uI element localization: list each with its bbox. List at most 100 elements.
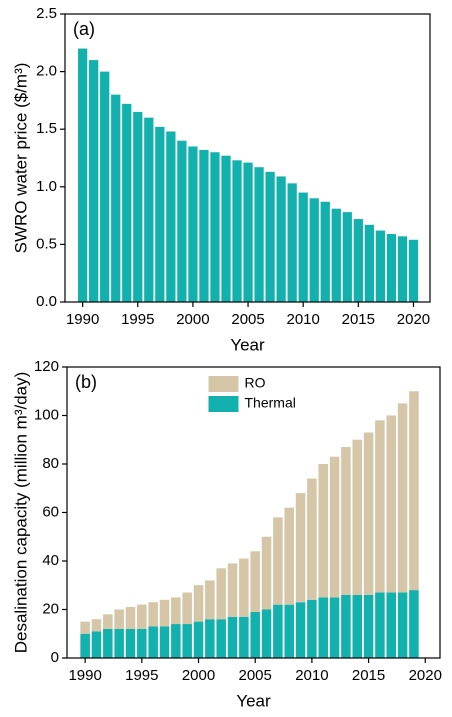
bar bbox=[243, 162, 253, 302]
bar bbox=[210, 152, 220, 302]
bar-segment bbox=[352, 594, 362, 658]
bar-segment bbox=[295, 602, 306, 658]
bar bbox=[386, 234, 397, 302]
x-tick-label: 2020 bbox=[409, 667, 442, 684]
legend-label: RO bbox=[245, 375, 266, 391]
bar-segment bbox=[375, 420, 385, 593]
bar-segment bbox=[114, 609, 124, 629]
bar-segment bbox=[329, 456, 340, 598]
bar-segment bbox=[284, 507, 294, 605]
panel-label: (b) bbox=[75, 372, 97, 392]
y-axis-label: Desalination capacity (million m³/day) bbox=[11, 372, 30, 654]
x-axis-label: Year bbox=[230, 335, 265, 354]
x-tick-label: 2000 bbox=[182, 667, 215, 684]
y-tick-label: 2.5 bbox=[36, 5, 57, 22]
bar-segment bbox=[80, 633, 90, 658]
x-tick-label: 2020 bbox=[397, 311, 430, 328]
y-axis-label: SWRO water price ($/m³) bbox=[11, 63, 30, 254]
bar-segment bbox=[329, 597, 340, 658]
bar-segment bbox=[171, 597, 181, 625]
y-tick-label: 0 bbox=[51, 649, 59, 666]
bar bbox=[265, 171, 275, 302]
bar-segment bbox=[341, 594, 351, 658]
x-tick-label: 1990 bbox=[66, 311, 99, 328]
bar bbox=[353, 219, 363, 302]
bar-segment bbox=[137, 604, 147, 629]
bar-segment bbox=[409, 590, 419, 658]
bar-segment bbox=[193, 585, 204, 622]
bar bbox=[342, 212, 352, 302]
y-tick-label: 80 bbox=[42, 455, 59, 472]
x-tick-label: 2005 bbox=[239, 667, 272, 684]
bar-segment bbox=[125, 628, 136, 658]
bar-segment bbox=[250, 551, 260, 612]
bar-segment bbox=[216, 619, 226, 658]
y-tick-label: 100 bbox=[34, 406, 59, 423]
bar bbox=[221, 155, 231, 302]
bar-segment bbox=[261, 609, 272, 658]
x-tick-label: 1990 bbox=[68, 667, 101, 684]
x-tick-label: 2010 bbox=[295, 667, 328, 684]
bar-segment bbox=[409, 391, 419, 591]
bar-segment bbox=[148, 602, 158, 627]
bar-segment bbox=[91, 631, 102, 658]
bar bbox=[397, 236, 408, 302]
bar-segment bbox=[137, 628, 147, 658]
x-tick-label: 2015 bbox=[352, 667, 385, 684]
bar bbox=[320, 201, 330, 302]
bar-segment bbox=[307, 478, 317, 600]
bar-segment bbox=[386, 592, 397, 658]
bar bbox=[144, 117, 154, 303]
bar bbox=[89, 60, 99, 302]
y-tick-label: 0.0 bbox=[36, 293, 57, 310]
legend-label: Thermal bbox=[245, 395, 296, 411]
bar bbox=[375, 230, 386, 302]
bar-segment bbox=[205, 619, 215, 658]
bar bbox=[276, 176, 286, 302]
bar bbox=[309, 198, 319, 302]
bar bbox=[133, 111, 143, 302]
bar-segment bbox=[250, 611, 260, 658]
bar-segment bbox=[182, 592, 192, 625]
bar bbox=[78, 48, 88, 303]
bar-segment bbox=[103, 614, 113, 629]
bar bbox=[166, 131, 176, 302]
bar bbox=[100, 71, 110, 302]
x-tick-label: 2000 bbox=[176, 311, 209, 328]
bar-segment bbox=[114, 628, 124, 658]
bar-segment bbox=[205, 580, 215, 620]
y-tick-label: 2.0 bbox=[36, 63, 57, 80]
bar bbox=[155, 126, 165, 303]
bar-segment bbox=[159, 599, 170, 627]
bar-segment bbox=[261, 536, 272, 610]
bar-segment bbox=[397, 592, 408, 658]
y-tick-label: 40 bbox=[42, 552, 59, 569]
bar-segment bbox=[103, 628, 113, 658]
bar-segment bbox=[352, 439, 362, 595]
y-tick-label: 60 bbox=[42, 503, 59, 520]
legend-swatch bbox=[208, 376, 239, 392]
bar-segment bbox=[239, 558, 249, 617]
bar-segment bbox=[363, 432, 374, 595]
x-tick-label: 2010 bbox=[286, 311, 319, 328]
bar-segment bbox=[273, 517, 283, 605]
y-tick-label: 0.5 bbox=[36, 235, 57, 252]
bar-segment bbox=[386, 415, 397, 593]
bar bbox=[331, 208, 341, 302]
bar-segment bbox=[375, 592, 385, 658]
bar-segment bbox=[80, 621, 90, 634]
bar bbox=[287, 183, 297, 302]
bar-segment bbox=[318, 464, 328, 598]
bar bbox=[298, 192, 308, 302]
bar-segment bbox=[182, 624, 192, 658]
x-tick-label: 1995 bbox=[121, 311, 154, 328]
bar bbox=[364, 224, 374, 302]
x-tick-label: 2015 bbox=[342, 311, 375, 328]
bar-segment bbox=[341, 447, 351, 595]
bar-segment bbox=[307, 599, 317, 658]
x-axis-label: Year bbox=[236, 691, 271, 710]
bar bbox=[177, 140, 187, 302]
bar bbox=[408, 239, 419, 302]
bar-segment bbox=[284, 604, 294, 658]
